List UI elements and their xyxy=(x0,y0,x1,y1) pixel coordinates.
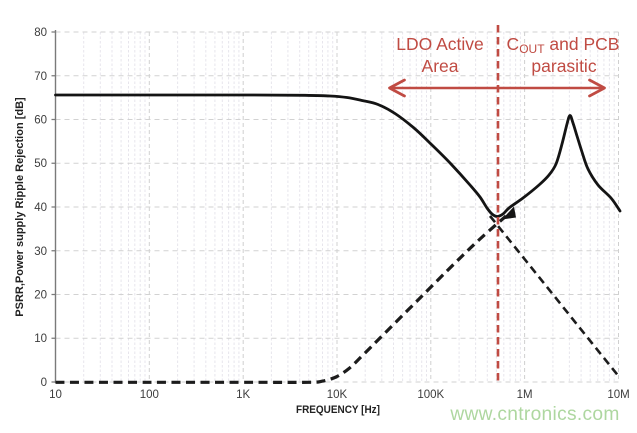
svg-text:20: 20 xyxy=(34,290,47,302)
svg-text:1M: 1M xyxy=(517,389,533,401)
svg-text:10: 10 xyxy=(49,389,62,401)
svg-text:100: 100 xyxy=(140,389,159,401)
svg-text:50: 50 xyxy=(34,158,47,170)
svg-text:0: 0 xyxy=(41,377,47,389)
svg-text:70: 70 xyxy=(34,71,47,83)
svg-text:10K: 10K xyxy=(327,389,348,401)
svg-text:www.cntronics.com: www.cntronics.com xyxy=(449,404,619,425)
svg-text:10: 10 xyxy=(34,333,47,345)
svg-text:LDO Active: LDO Active xyxy=(396,34,484,54)
svg-text:10M: 10M xyxy=(607,389,629,401)
svg-text:60: 60 xyxy=(34,115,47,127)
svg-text:80: 80 xyxy=(34,27,47,39)
svg-text:parasitic: parasitic xyxy=(531,56,596,76)
svg-text:Area: Area xyxy=(422,56,459,76)
svg-text:FREQUENCY [Hz]: FREQUENCY [Hz] xyxy=(296,404,380,416)
svg-text:40: 40 xyxy=(34,202,47,214)
svg-text:PSRR,Power supply Ripple Rejec: PSRR,Power supply Ripple Rejection [dB] xyxy=(14,97,26,317)
svg-text:100K: 100K xyxy=(417,389,444,401)
svg-text:1K: 1K xyxy=(236,389,250,401)
svg-text:30: 30 xyxy=(34,246,47,258)
